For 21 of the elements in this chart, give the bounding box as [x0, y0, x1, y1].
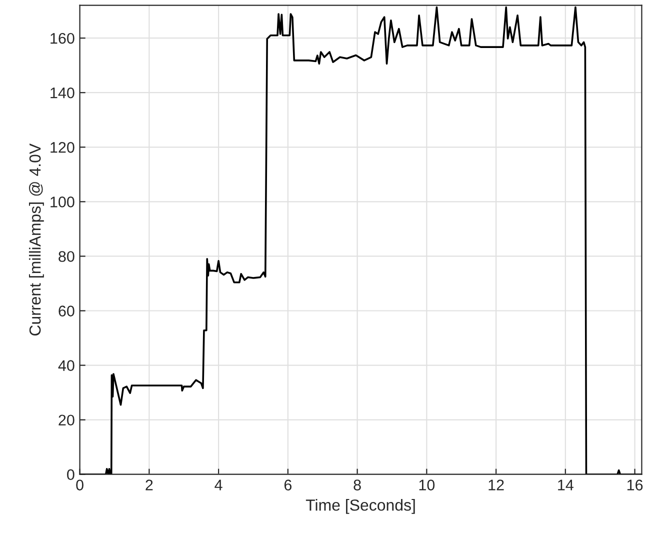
y-tick-label: 60 [58, 306, 74, 316]
y-tick-label: 20 [58, 414, 74, 426]
x-tick-label: 10 [419, 480, 435, 490]
x-tick-label: 12 [488, 480, 504, 490]
x-tick-label: 0 [76, 480, 84, 490]
x-tick-label: 6 [284, 480, 292, 490]
y-tick-label: 40 [58, 360, 74, 371]
y-tick-label: 140 [50, 87, 74, 98]
x-tick-label: 4 [214, 480, 222, 490]
y-tick-label: 100 [50, 196, 74, 208]
x-tick-label: 16 [627, 480, 643, 490]
y-tick-label: 120 [50, 142, 74, 153]
x-tick-label: 2 [146, 480, 153, 490]
y-tick-label: 0 [67, 469, 74, 480]
y-tick-label: 160 [50, 32, 74, 44]
x-tick-label: 14 [558, 480, 574, 490]
x-axis-title: Time [Seconds] [306, 499, 415, 514]
x-tick-label: 8 [354, 480, 361, 490]
y-axis-title: Current [milliAmps] @ 4.0V [29, 144, 44, 336]
y-tick-label: 80 [58, 251, 74, 262]
line-series [80, 6, 642, 474]
